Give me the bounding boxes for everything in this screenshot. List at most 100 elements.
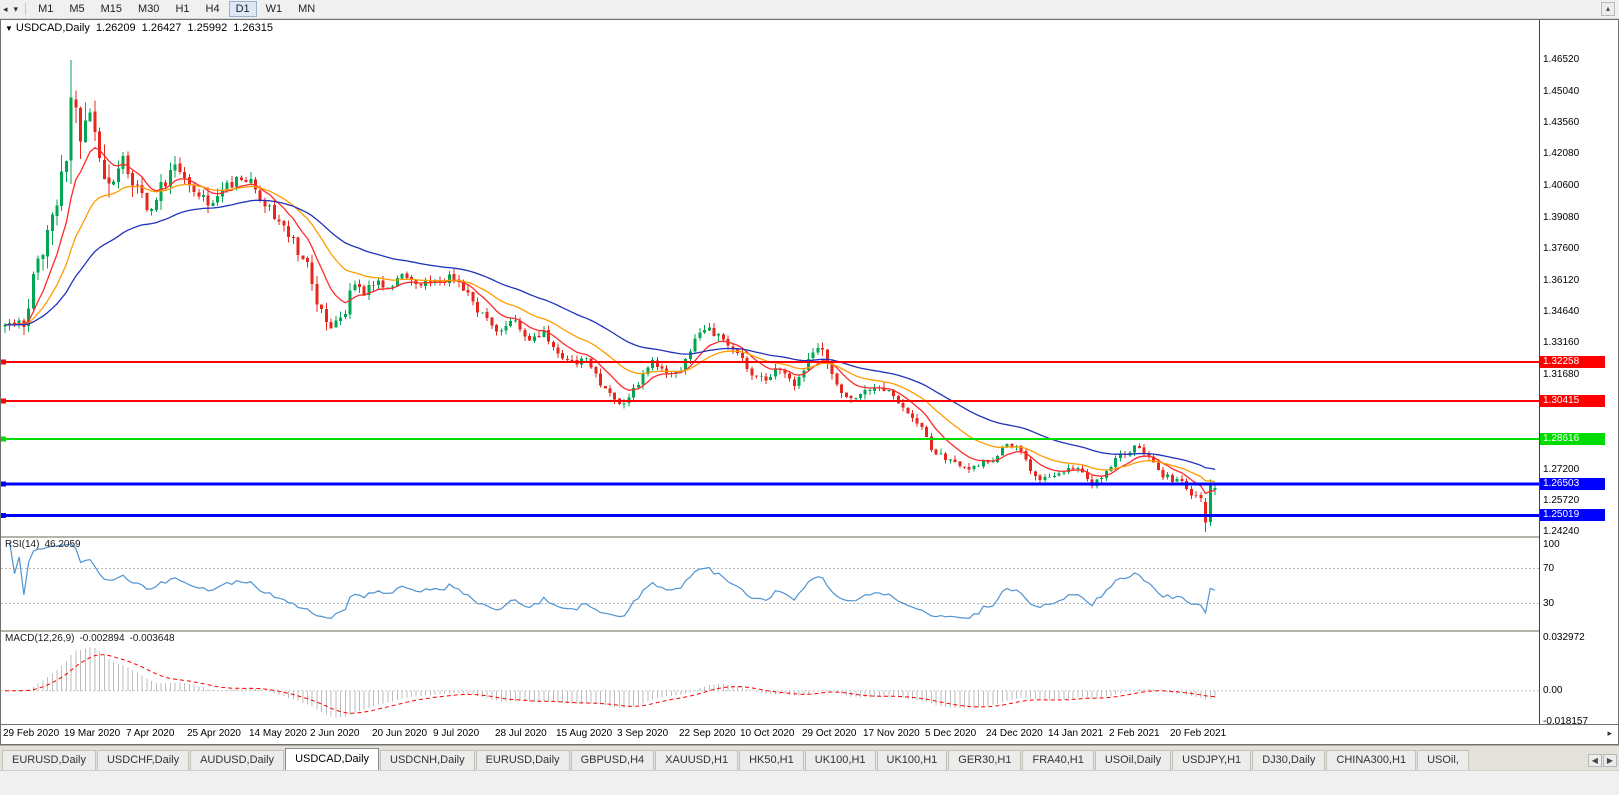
date-axis-label: 24 Dec 2020 — [986, 728, 1043, 739]
rsi-canvas[interactable] — [1, 538, 1539, 630]
chart-symbol-label: USDCAD,Daily — [15, 22, 90, 34]
price-axis-label: 1.37600 — [1543, 243, 1580, 254]
date-axis-label: 14 May 2020 — [249, 728, 307, 739]
level-price-label[interactable]: 1.25019 — [1540, 509, 1605, 521]
quote-close: 1.26315 — [233, 22, 273, 34]
level-price-label[interactable]: 1.32258 — [1540, 356, 1605, 368]
toolbar-collapse-button[interactable]: ▴ — [1600, 2, 1615, 16]
date-axis[interactable]: ▸ 29 Feb 2020 19 Mar 2020 7 Apr 2020 25 Apr… — [1, 724, 1618, 744]
timeframe-button-m1[interactable]: M1 — [38, 3, 54, 15]
date-axis-label: 29 Oct 2020 — [802, 728, 857, 739]
price-axis-label: 1.31680 — [1543, 369, 1580, 380]
timeframe-button-mn[interactable]: MN — [298, 3, 316, 15]
timeframe-button-h4[interactable]: H4 — [205, 3, 220, 15]
macd-pane[interactable]: MACD(12,26,9) -0.002894 -0.003648 — [1, 632, 1539, 724]
macd-axis-label: -0.018157 — [1543, 716, 1589, 727]
axis-fast-forward-icon[interactable]: ▸ — [1607, 728, 1612, 738]
horizontal-level-lines[interactable] — [1, 359, 1539, 518]
price-axis-label: 1.25720 — [1543, 495, 1580, 506]
price-axis-label: 1.36120 — [1543, 275, 1580, 286]
date-axis-label: 28 Jul 2020 — [495, 728, 547, 739]
status-bar — [0, 770, 1619, 795]
chart-tab[interactable]: GER30,H1 — [948, 750, 1022, 770]
date-axis-label: 2 Feb 2021 — [1109, 728, 1160, 739]
chart-tab[interactable]: EURUSD,Daily — [2, 750, 96, 770]
rsi-label: RSI(14) — [5, 539, 40, 550]
rsi-axis-label: 100 — [1543, 539, 1560, 550]
date-axis-label: 20 Jun 2020 — [372, 728, 428, 739]
chart-tab[interactable]: USDJPY,H1 — [1172, 750, 1252, 770]
tab-scroll-left-icon[interactable]: ◀ — [1587, 754, 1602, 767]
chart-tab[interactable]: FRA40,H1 — [1022, 750, 1094, 770]
date-axis-label: 2 Jun 2020 — [310, 728, 360, 739]
chart-tab[interactable]: GBPUSD,H4 — [570, 750, 655, 770]
chart-tabbar: EURUSD,Daily USDCHF,Daily AUDUSD,Daily USDC… — [0, 745, 1619, 770]
pane-separator[interactable] — [1, 536, 1539, 538]
price-axis-label: 1.24240 — [1543, 526, 1580, 537]
date-axis-label: 3 Sep 2020 — [617, 728, 669, 739]
date-axis-label: 17 Nov 2020 — [863, 728, 920, 739]
price-axis-label: 1.39080 — [1543, 212, 1580, 223]
chart-tab[interactable]: UK100,H1 — [804, 750, 876, 770]
timeframe-toolbar: ◂ ▾ M1 M5 M15 M30 H1 H4 D1 W1 MN ▴ — [0, 0, 1619, 19]
level-price-label[interactable]: 1.30415 — [1540, 395, 1605, 407]
chart-window: ▼ USDCAD,Daily 1.26209 1.26427 1.25992 1.2631… — [0, 19, 1619, 745]
quote-high: 1.26427 — [141, 22, 182, 34]
timeframe-button-m5[interactable]: M5 — [69, 3, 85, 15]
macd-signal-value: -0.003648 — [129, 633, 175, 644]
tab-scroll-right-icon[interactable]: ▶ — [1602, 754, 1617, 767]
rsi-axis-label: 30 — [1543, 598, 1555, 609]
chart-title: ▼ USDCAD,Daily 1.26209 1.26427 1.25992 1.2631… — [5, 22, 273, 34]
macd-histogram — [9, 647, 1216, 718]
timeframe-button-w1[interactable]: W1 — [265, 3, 283, 15]
chart-tab[interactable]: CHINA300,H1 — [1326, 750, 1417, 770]
macd-axis-label: 0.00 — [1543, 685, 1563, 696]
chart-tab[interactable]: XAUUSD,H1 — [655, 750, 739, 770]
chart-tab[interactable]: EURUSD,Daily — [475, 750, 570, 770]
charts-menu-icon[interactable]: ◂ — [3, 3, 8, 14]
chart-tab[interactable]: AUDUSD,Daily — [190, 750, 285, 770]
price-chart-canvas[interactable] — [1, 20, 1539, 536]
timeframe-button-h1[interactable]: H1 — [175, 3, 190, 15]
chart-tab[interactable]: USDCAD,Daily — [285, 748, 380, 770]
price-axis-label: 1.46520 — [1543, 54, 1580, 65]
chart-main: ▼ USDCAD,Daily 1.26209 1.26427 1.25992 1.2631… — [1, 20, 1618, 727]
chart-title-marker-icon: ▼ — [5, 24, 13, 33]
pane-separator[interactable] — [1, 630, 1539, 632]
timeframe-button-d1[interactable]: D1 — [228, 1, 257, 17]
chart-tab[interactable]: USOil, — [1417, 750, 1469, 770]
chart-tab[interactable]: DJ30,Daily — [1252, 750, 1326, 770]
date-axis-label: 19 Mar 2020 — [64, 728, 121, 739]
macd-title: MACD(12,26,9) -0.002894 -0.003648 — [5, 633, 175, 644]
macd-canvas[interactable] — [1, 632, 1539, 724]
macd-label: MACD(12,26,9) — [5, 633, 75, 644]
timeframe-buttons: M1 M5 M15 M30 H1 H4 D1 W1 MN — [30, 1, 323, 17]
date-axis-label: 25 Apr 2020 — [187, 728, 241, 739]
rsi-pane[interactable]: RSI(14) 46.2059 — [1, 538, 1539, 630]
chart-tab[interactable]: USDCHF,Daily — [96, 750, 190, 770]
level-price-label[interactable]: 1.26503 — [1540, 478, 1605, 490]
chart-tabs: EURUSD,Daily USDCHF,Daily AUDUSD,Daily USDC… — [0, 748, 1470, 770]
level-price-label[interactable]: 1.28616 — [1540, 433, 1605, 445]
price-axis-label: 1.42080 — [1543, 148, 1580, 159]
chart-tab[interactable]: UK100,H1 — [876, 750, 948, 770]
date-axis-label: 7 Apr 2020 — [126, 728, 175, 739]
toolbar-right-group: ▴ — [1600, 2, 1619, 16]
price-scale[interactable]: 1.46520 1.45040 1.43560 1.42080 1.40600 1.390… — [1539, 20, 1618, 727]
date-axis-label: 22 Sep 2020 — [679, 728, 736, 739]
chart-tab[interactable]: USDCNH,Daily — [380, 750, 475, 770]
macd-main-value: -0.002894 — [79, 633, 125, 644]
timeframe-button-m15[interactable]: M15 — [100, 3, 123, 15]
charts-menu-caret-icon[interactable]: ▾ — [13, 3, 19, 14]
price-pane[interactable]: ▼ USDCAD,Daily 1.26209 1.26427 1.25992 1.2631… — [1, 20, 1539, 536]
date-axis-label: 14 Jan 2021 — [1048, 728, 1104, 739]
price-axis-label: 1.45040 — [1543, 86, 1580, 97]
chart-tab[interactable]: HK50,H1 — [739, 750, 804, 770]
quote-open: 1.26209 — [95, 22, 136, 34]
date-axis-label: 29 Feb 2020 — [3, 728, 60, 739]
date-axis-label: 15 Aug 2020 — [556, 728, 613, 739]
chart-tab[interactable]: USOil,Daily — [1094, 750, 1172, 770]
price-axis-label: 1.43560 — [1543, 117, 1580, 128]
timeframe-button-m30[interactable]: M30 — [138, 3, 160, 15]
